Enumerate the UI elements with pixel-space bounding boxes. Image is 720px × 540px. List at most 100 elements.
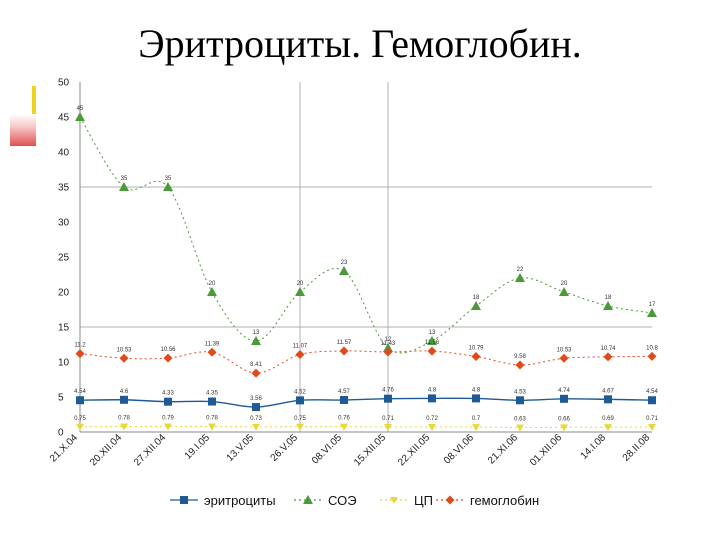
data-label: 0.7 bbox=[472, 416, 481, 422]
decor-yellow-bar bbox=[32, 86, 36, 122]
data-label: 10.79 bbox=[468, 345, 484, 351]
legend-entry: ЦП bbox=[414, 493, 433, 508]
data-label: 4.74 bbox=[558, 388, 570, 394]
legend-marker bbox=[180, 496, 188, 504]
data-label: 20 bbox=[297, 281, 304, 287]
y-tick-label: 30 bbox=[58, 218, 70, 229]
x-tick-label: 26.V.05 bbox=[269, 432, 301, 464]
data-label: 10.8 bbox=[646, 345, 658, 351]
x-tick-label: 28.II.08 bbox=[621, 432, 653, 464]
data-point bbox=[516, 396, 524, 405]
data-point bbox=[428, 423, 436, 431]
legend-marker bbox=[390, 497, 398, 504]
data-point bbox=[295, 287, 305, 296]
data-label: 4.57 bbox=[338, 389, 350, 395]
legend-entry: СОЭ bbox=[328, 493, 357, 508]
series-line-1 bbox=[79, 116, 653, 354]
series-lines bbox=[79, 116, 653, 429]
data-label: 0.76 bbox=[338, 416, 350, 422]
data-label: 9.58 bbox=[514, 354, 526, 360]
series-line-3 bbox=[79, 350, 653, 374]
legend: эритроциты СОЭ ЦП гемоглобин bbox=[170, 493, 539, 508]
data-label: 35 bbox=[121, 176, 128, 182]
y-tick-label: 5 bbox=[58, 393, 64, 404]
data-point bbox=[296, 423, 304, 431]
data-label: 35 bbox=[165, 176, 172, 182]
data-label: 4.8 bbox=[472, 387, 481, 393]
data-label: 4.76 bbox=[382, 388, 394, 394]
y-tick-label: 15 bbox=[58, 323, 70, 334]
data-point bbox=[339, 266, 349, 275]
y-tick-label: 20 bbox=[58, 288, 70, 299]
chart-grid bbox=[80, 82, 652, 432]
y-tick-label: 50 bbox=[58, 78, 70, 89]
data-label: 22 bbox=[517, 267, 524, 273]
data-label: 0.79 bbox=[162, 415, 174, 421]
data-point bbox=[207, 347, 217, 357]
legend-entry: гемоглобин bbox=[470, 493, 539, 508]
data-label: 0.78 bbox=[206, 416, 218, 422]
data-point bbox=[119, 353, 129, 363]
data-label: 4.6 bbox=[120, 389, 129, 395]
data-label: 10.56 bbox=[160, 347, 176, 353]
x-tick-label: 13.V.05 bbox=[225, 432, 257, 464]
y-tick-label: 35 bbox=[58, 183, 70, 194]
data-point bbox=[471, 301, 481, 310]
data-label: 17 bbox=[649, 302, 656, 308]
y-tick-label: 10 bbox=[58, 358, 70, 369]
data-point bbox=[516, 424, 524, 432]
x-tick-label: 21.XI.06 bbox=[486, 432, 520, 466]
data-point bbox=[164, 423, 172, 431]
data-point bbox=[340, 423, 348, 431]
legend-marker bbox=[445, 495, 455, 505]
x-tick-label: 27.XII.04 bbox=[132, 432, 168, 468]
data-label: 12 bbox=[385, 337, 392, 343]
data-label: 11.57 bbox=[337, 340, 352, 346]
data-point bbox=[472, 394, 480, 403]
data-labels: 4.54 4.6 4.33 4.35 3.56 4.52 4.57 4.76 4.8 4.8 4.5… bbox=[74, 106, 658, 423]
data-point bbox=[515, 360, 525, 370]
data-point bbox=[207, 287, 217, 296]
data-point bbox=[472, 424, 480, 432]
data-label: 4.67 bbox=[602, 388, 614, 394]
y-tick-label: 0 bbox=[58, 428, 64, 439]
data-point bbox=[604, 395, 612, 404]
data-point bbox=[164, 397, 172, 406]
data-point bbox=[603, 352, 613, 362]
data-point bbox=[75, 112, 85, 121]
data-label: 10.53 bbox=[116, 347, 132, 353]
data-label: 0.75 bbox=[74, 416, 86, 422]
data-label: 11.43 bbox=[381, 341, 396, 347]
data-point bbox=[251, 336, 261, 345]
page-title: Эритроциты. Гемоглобин. bbox=[138, 21, 582, 66]
y-tick-label: 25 bbox=[58, 253, 70, 264]
data-point bbox=[208, 397, 216, 406]
x-tick-label: 22.XII.05 bbox=[396, 432, 432, 468]
data-point bbox=[647, 351, 657, 361]
x-tick-label: 08.VI.06 bbox=[442, 432, 476, 466]
data-point bbox=[384, 424, 392, 432]
data-point bbox=[251, 368, 261, 378]
data-point bbox=[648, 396, 656, 405]
data-label: 0.73 bbox=[250, 416, 262, 422]
data-label: 11.39 bbox=[205, 341, 220, 347]
tick-labels: 0 5 10 15 20 25 30 35 40 45 50 21.X.04 20.XII.04 27.X… bbox=[48, 78, 652, 469]
x-tick-label: 19.I.05 bbox=[183, 432, 213, 462]
data-point bbox=[384, 394, 392, 403]
data-point bbox=[252, 423, 260, 431]
data-label: 0.72 bbox=[426, 416, 438, 422]
data-label: 4.54 bbox=[74, 389, 86, 395]
data-point bbox=[559, 353, 569, 363]
data-point bbox=[560, 394, 568, 403]
chart-axes bbox=[79, 82, 652, 433]
data-label: 13 bbox=[253, 330, 260, 336]
data-label: 10.53 bbox=[556, 347, 572, 353]
data-point bbox=[163, 182, 173, 191]
data-label: 0.75 bbox=[294, 416, 306, 422]
data-label: 4.33 bbox=[162, 391, 174, 397]
data-label: 0.78 bbox=[118, 416, 130, 422]
data-label: 20 bbox=[561, 281, 568, 287]
y-tick-label: 40 bbox=[58, 148, 70, 159]
data-label: 18 bbox=[605, 295, 612, 301]
